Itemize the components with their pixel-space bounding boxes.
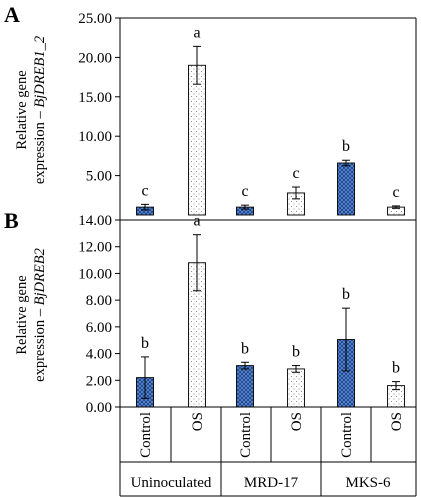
panel-a-ylabel-line1: Relative gene <box>14 70 30 149</box>
significance-letter: c <box>392 184 399 201</box>
panel-a-bars: c a c c b c <box>136 24 405 216</box>
y-tick-label: 12.00 <box>78 240 112 256</box>
bar-os-b <box>287 368 305 408</box>
significance-letter: b <box>241 340 249 357</box>
panel-b: B Relative gene expression – BjDREB2 0.0… <box>4 208 405 416</box>
bar-control-b <box>236 365 254 408</box>
group-label: MRD-17 <box>244 475 299 491</box>
significance-letter: b <box>342 286 350 303</box>
significance-letter: a <box>193 213 200 230</box>
significance-letter: c <box>292 165 299 182</box>
x-tick-label: Control <box>138 412 154 458</box>
significance-letter: b <box>392 360 400 377</box>
y-tick-label: 6.00 <box>86 320 112 336</box>
significance-letter: b <box>141 335 149 352</box>
y-tick-label: 8.00 <box>86 293 112 309</box>
x-tick-label: Control <box>238 412 254 458</box>
x-tick-label: OS <box>190 412 206 431</box>
significance-letter: b <box>292 344 300 361</box>
group-label: MKS-6 <box>345 475 391 491</box>
significance-letter: c <box>141 182 148 199</box>
x-axis-categories: Control OS Control OS Control OS Uninoculated M… <box>119 407 417 497</box>
y-tick-label: 0.00 <box>86 400 112 416</box>
y-tick-label: 5.00 <box>86 169 112 185</box>
panel-b-ylabel-main: expression – <box>32 305 48 382</box>
panel-a: A Relative gene expression – BjDREB1_2 5… <box>4 2 405 216</box>
y-tick-label: 14.00 <box>78 213 112 229</box>
bar-os-a <box>188 64 206 216</box>
y-tick-label: 25.00 <box>78 11 112 27</box>
panel-a-ylabel-line2: expression – BjDREB1_2 <box>32 36 48 184</box>
panel-a-label: A <box>4 2 20 27</box>
panel-b-y-ticks: 0.00 2.00 4.00 6.00 8.00 10.00 12.00 14.00 <box>78 213 120 416</box>
panel-b-label: B <box>4 208 19 233</box>
panel-b-ylabel-gene: BjDREB2 <box>32 248 48 305</box>
panel-b-ylabel-line2: expression – BjDREB2 <box>32 248 48 382</box>
axis-frames <box>119 17 417 408</box>
bar-control-a <box>337 162 355 216</box>
panel-b-ylabel-line1: Relative gene <box>14 275 30 354</box>
y-tick-label: 20.00 <box>78 50 112 66</box>
panel-a-y-ticks: 5.00 10.00 15.00 20.00 25.00 <box>78 11 120 185</box>
x-tick-label: Control <box>339 412 355 458</box>
panel-a-ylabel-main: expression – <box>32 108 48 185</box>
y-tick-label: 10.00 <box>78 266 112 282</box>
y-tick-label: 10.00 <box>78 129 112 145</box>
panel-a-ylabel-gene: BjDREB1_2 <box>32 36 48 108</box>
y-tick-label: 2.00 <box>86 373 112 389</box>
x-tick-label: OS <box>389 412 405 431</box>
panel-b-bars: b a b b b b <box>136 213 405 408</box>
y-tick-label: 15.00 <box>78 90 112 106</box>
significance-letter: c <box>241 183 248 200</box>
x-tick-label: OS <box>289 412 305 431</box>
significance-letter: a <box>193 24 200 41</box>
y-tick-label: 4.00 <box>86 347 112 363</box>
group-label: Uninoculated <box>131 475 212 491</box>
significance-letter: b <box>342 138 350 155</box>
